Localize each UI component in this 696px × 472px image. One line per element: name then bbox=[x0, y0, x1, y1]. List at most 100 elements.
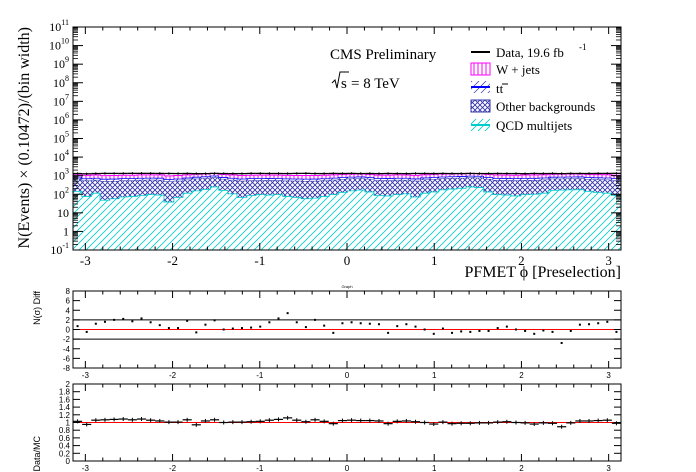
data-point bbox=[557, 172, 567, 175]
legend: Data, 19.6 fb -1 W + jets tt Other backg… bbox=[470, 42, 595, 133]
pull-y-tick-label: 2 bbox=[66, 316, 71, 325]
data-point bbox=[438, 172, 448, 175]
ratio-point bbox=[410, 419, 421, 424]
pull-point bbox=[578, 323, 581, 326]
pull-point bbox=[441, 327, 444, 330]
data-point bbox=[493, 172, 503, 175]
pull-point bbox=[505, 325, 508, 328]
pull-point bbox=[85, 330, 88, 333]
pull-point bbox=[460, 330, 463, 333]
pull-panel-title: Graph bbox=[341, 284, 352, 289]
legend-label-ttbar: tt bbox=[496, 81, 504, 96]
x-tick-label: 0 bbox=[345, 464, 350, 472]
pull-point bbox=[332, 331, 335, 334]
ratio-point bbox=[164, 420, 174, 425]
ratio-point bbox=[602, 418, 612, 423]
y-tick-label: 104 bbox=[53, 148, 69, 164]
ratio-point bbox=[100, 417, 110, 422]
ratio-point bbox=[127, 417, 137, 422]
x-tick-label: 3 bbox=[606, 464, 611, 472]
ratio-point bbox=[365, 418, 375, 423]
ratio-point bbox=[264, 418, 274, 423]
data-point bbox=[410, 172, 421, 175]
data-point bbox=[273, 172, 284, 175]
ratio-point bbox=[520, 420, 530, 425]
x-tick-label: -3 bbox=[80, 253, 91, 268]
data-point bbox=[347, 172, 357, 175]
ratio-point bbox=[228, 420, 238, 425]
pull-y-axis-label: N(σ) Diff bbox=[32, 291, 42, 325]
ratio-y-tick-label: 1.4 bbox=[59, 403, 71, 412]
data-point bbox=[283, 172, 293, 175]
ratio-point bbox=[337, 418, 347, 423]
ratio-points bbox=[73, 415, 621, 429]
pull-point bbox=[606, 320, 609, 323]
data-point bbox=[511, 172, 521, 175]
pull-point bbox=[478, 329, 481, 332]
ratio-point bbox=[136, 417, 147, 422]
pull-y-tick-label: -6 bbox=[63, 354, 71, 363]
pull-y-tick-label: 4 bbox=[66, 306, 71, 315]
pull-point bbox=[149, 321, 152, 324]
pull-point bbox=[542, 329, 545, 332]
ratio-point bbox=[210, 417, 220, 422]
data-point bbox=[502, 172, 512, 175]
legend-entry-other: Other backgrounds bbox=[470, 99, 595, 114]
stack-fill-qcd-multijets bbox=[73, 186, 621, 250]
data-point bbox=[547, 172, 558, 175]
pull-point bbox=[496, 327, 499, 330]
data-point bbox=[173, 172, 183, 175]
pull-point bbox=[131, 320, 134, 323]
data-point bbox=[246, 172, 256, 175]
energy-label: s = 8 TeV bbox=[331, 71, 400, 92]
data-point bbox=[91, 172, 101, 175]
ratio-y-tick-label: 1.6 bbox=[59, 395, 71, 404]
ratio-point bbox=[493, 420, 503, 425]
y-tick-label: 10-1 bbox=[50, 241, 69, 257]
ratio-point bbox=[173, 420, 183, 425]
y-tick-label: 106 bbox=[53, 111, 69, 127]
ratio-y-tick-label: 2 bbox=[66, 380, 71, 389]
svg-text:s: s bbox=[341, 76, 347, 92]
x-tick-label: 3 bbox=[606, 371, 611, 380]
data-point bbox=[155, 172, 165, 175]
legend-label-data: Data, 19.6 fb bbox=[496, 45, 564, 60]
ratio-point bbox=[557, 424, 567, 429]
x-tick-label: -2 bbox=[169, 371, 177, 380]
ratio-y-tick-label: 0.8 bbox=[59, 426, 71, 435]
pull-point bbox=[560, 341, 563, 344]
pull-point bbox=[76, 325, 79, 328]
data-point bbox=[182, 172, 192, 175]
data-point bbox=[584, 172, 594, 175]
main-x-axis-label: PFMET ϕ [Preselection] bbox=[464, 264, 621, 281]
stack-edge-w-jets bbox=[73, 172, 621, 177]
pull-reference-lines bbox=[73, 319, 621, 340]
data-point bbox=[429, 172, 439, 175]
pull-point bbox=[569, 329, 572, 332]
ratio-y-axis-label: Data/MC bbox=[32, 436, 42, 472]
ratio-point bbox=[118, 417, 128, 422]
legend-label-data-sup: -1 bbox=[579, 42, 587, 52]
data-point bbox=[200, 172, 210, 175]
legend-entry-wjets: W + jets bbox=[470, 62, 540, 77]
ratio-point bbox=[511, 420, 521, 425]
y-tick-label: 108 bbox=[53, 74, 69, 90]
data-point bbox=[374, 172, 384, 175]
data-point bbox=[328, 172, 338, 175]
data-point bbox=[100, 172, 110, 175]
ratio-point bbox=[283, 415, 293, 420]
data-point bbox=[575, 172, 585, 175]
pull-point bbox=[423, 328, 426, 331]
ratio-point bbox=[374, 418, 384, 423]
pull-point bbox=[414, 325, 417, 328]
ratio-y-tick-label: 0 bbox=[66, 457, 71, 466]
pull-point bbox=[514, 328, 517, 331]
pull-point bbox=[240, 327, 243, 330]
ratio-y-tick-label: 0.2 bbox=[59, 449, 71, 458]
pull-point bbox=[396, 325, 399, 328]
ratio-point bbox=[575, 418, 585, 423]
data-point bbox=[255, 172, 265, 175]
data-point bbox=[109, 172, 119, 175]
ratio-point bbox=[484, 420, 494, 425]
data-point bbox=[219, 172, 229, 175]
